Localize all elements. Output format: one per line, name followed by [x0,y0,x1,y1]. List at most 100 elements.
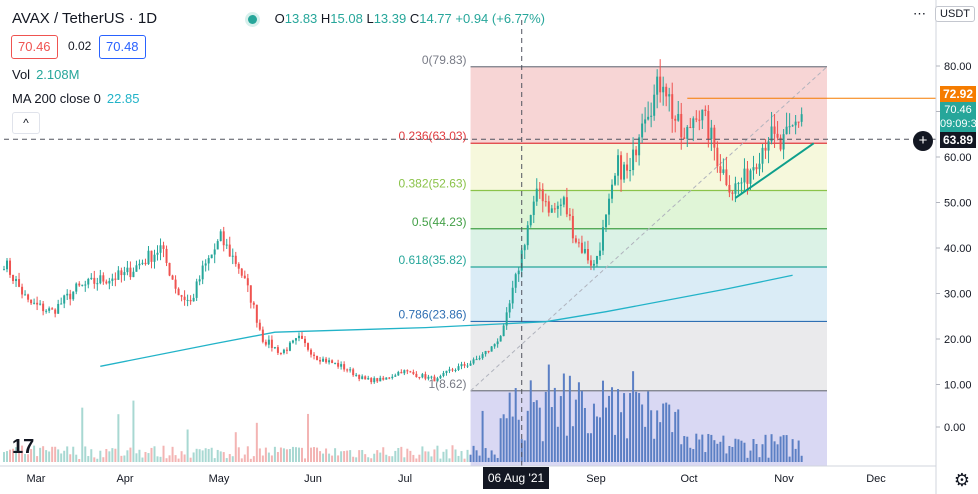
fib-zone [470,190,827,229]
candle-body [758,163,761,170]
add-alert-icon[interactable]: + [913,131,933,151]
candle-body [388,377,391,379]
volume-bar [195,448,198,462]
volume-bar [249,458,252,462]
buy-button[interactable]: 70.48 [99,35,146,59]
currency-button[interactable]: USDT [935,6,975,22]
candle-body [400,372,403,374]
volume-bar [316,447,319,462]
candle-body [626,164,629,171]
candle-body [249,285,252,303]
tradingview-logo[interactable]: 17 [12,436,35,458]
crosshair-price-tag: 63.89 [940,132,976,148]
sell-button[interactable]: 70.46 [11,35,58,59]
candle-body [120,270,123,276]
volume-bar [728,445,731,462]
candle-body [659,76,662,93]
fib-label: 0.5(44.23) [412,215,467,229]
candle-body [562,197,565,205]
volume-bar [592,403,595,462]
candle-body [728,184,731,193]
volume-bar [279,447,282,462]
candle-body [261,329,264,342]
volume-bar [66,446,69,462]
candle-body [662,86,665,93]
candle-body [454,369,457,371]
volume-bar [520,439,523,462]
current-price: 70.46 [944,104,972,116]
volume-bar [466,449,469,462]
volume-bar [108,451,111,462]
candle-body [174,279,177,289]
candle-body [78,283,81,286]
volume-bar [562,373,565,462]
candle-body [788,126,791,128]
volume-bar [692,449,695,462]
volume-bar [605,407,607,462]
candle-body [629,170,632,172]
ma-line [100,274,793,367]
symbol-title[interactable]: AVAX / TetherUS · 1D [12,10,158,27]
candle-body [427,376,430,379]
x-tick-label: Jul [398,473,412,485]
volume-bar [282,448,285,462]
candle-body [704,109,707,111]
candle-body [228,244,231,257]
volume-bar [617,389,620,462]
candle-body [535,188,538,202]
candle-body [800,114,803,122]
volume-bar [662,403,665,462]
gear-icon[interactable]: ⚙ [953,470,970,490]
candle-body [457,366,460,370]
volume-bar [421,446,424,462]
market-open-icon [248,15,257,25]
candle-body [433,376,436,382]
volume-bar [668,404,671,462]
candle-body [394,375,397,377]
candle-body [487,351,490,353]
candle-body [761,147,764,164]
fib-retracement: 0(79.83) 0.236(63.03) 0.382(52.63) 0.5(44.2… [398,53,828,466]
candle-body [611,184,614,199]
candle-body [328,360,331,363]
candle-body [574,238,577,243]
candle-body [382,377,385,380]
fib-label: 0(79.83) [422,53,467,67]
volume-bar [168,455,171,462]
volume-bar [740,440,743,462]
x-tick-label: May [209,473,230,485]
candle-body [541,189,544,202]
ohlc-value: 15.08 [330,11,367,26]
candle-body [770,126,773,142]
candle-body [276,347,279,353]
volume-bar [237,447,240,462]
candle-body [204,263,207,266]
ma-indicator-legend[interactable]: MA 200 close 0 22.85 [12,91,139,106]
volume-bar [674,411,677,462]
crosshair-date-tag: 06 Aug '21 [483,467,549,489]
candle-body [547,201,550,213]
collapse-legend-button[interactable]: ^ [12,112,40,134]
candle-body [565,197,568,215]
candle-body [448,369,451,371]
volume-bar [620,412,623,462]
volume-bar [559,396,562,462]
volume-bar [713,440,716,462]
candle-body [553,208,556,210]
volume-bar [430,456,433,462]
volume-indicator-legend[interactable]: Vol 2.108M [12,67,79,82]
volume-bar [367,457,370,462]
volume-bar [568,375,571,462]
candle-body [439,375,442,379]
candle-body [99,275,102,284]
more-options-icon[interactable]: ⋯ [913,6,926,21]
volume-bar [671,432,674,462]
volume-bar [659,422,662,462]
volume-bar [33,445,36,462]
fib-trend-line [470,66,828,392]
candle-body [225,244,228,246]
volume-bar [632,371,635,462]
candle-body [337,362,340,367]
y-tick-label: 80.00 [944,61,972,73]
